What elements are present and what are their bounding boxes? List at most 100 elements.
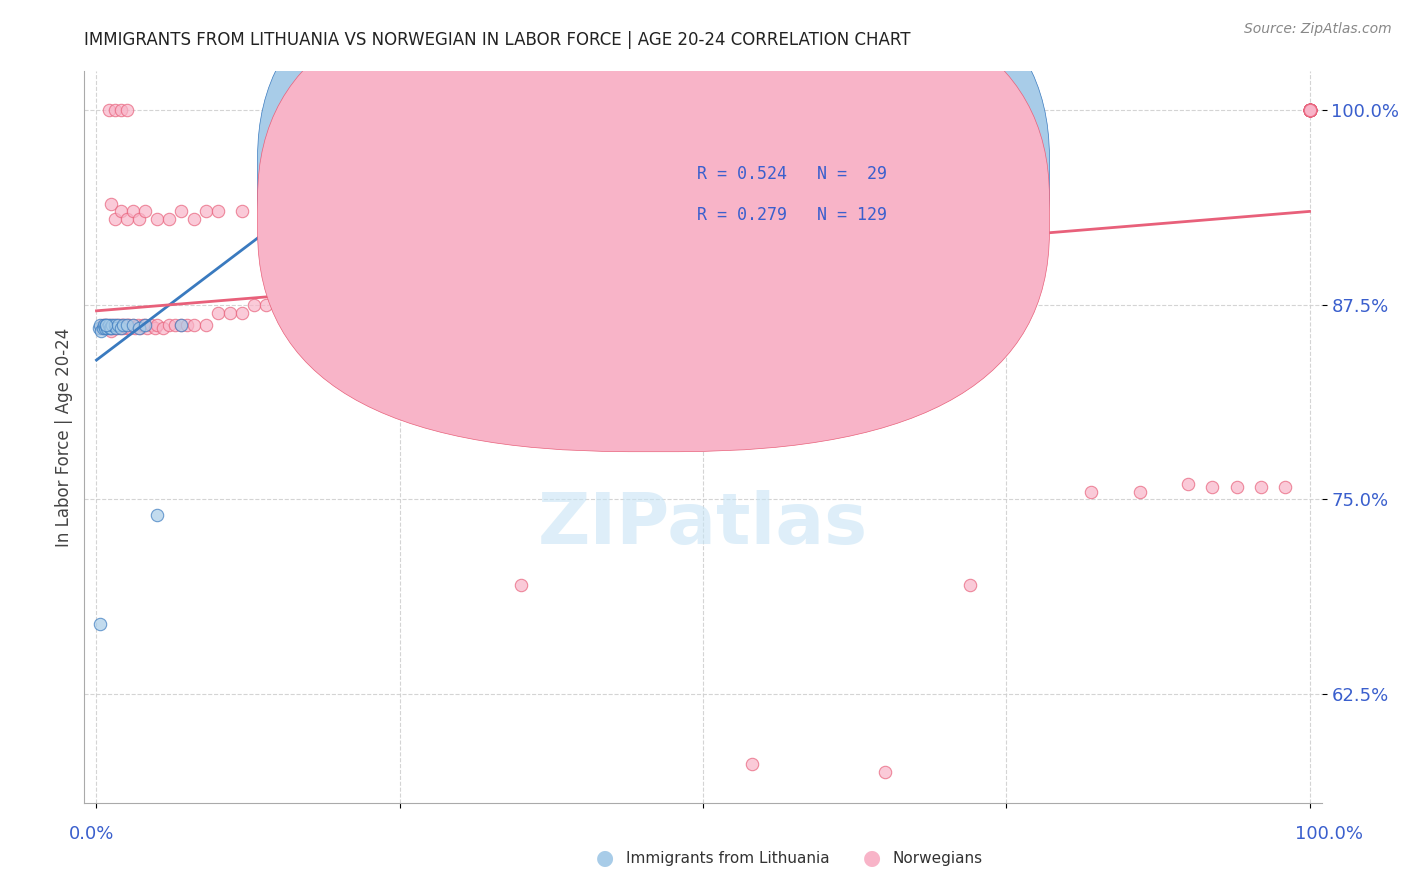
Point (1298, 103, 1320, 118)
Point (176, 318, 198, 332)
Text: Immigrants from Lithuania: Immigrants from Lithuania (626, 851, 830, 865)
Point (1298, 103, 1320, 118)
FancyBboxPatch shape (257, 0, 1049, 411)
Point (1298, 103, 1320, 118)
Point (93, 321, 115, 335)
Point (136, 321, 159, 335)
Point (1298, 103, 1320, 118)
Point (122, 318, 145, 332)
Point (127, 318, 149, 332)
Point (1177, 476, 1199, 491)
Point (401, 290, 423, 304)
Point (1298, 103, 1320, 118)
Point (304, 293, 326, 307)
Point (668, 290, 690, 304)
Point (1250, 480, 1272, 494)
Point (112, 318, 135, 332)
Point (1298, 103, 1320, 118)
Point (1298, 103, 1320, 118)
Point (97, 318, 120, 332)
Point (104, 103, 127, 118)
Point (96, 318, 118, 332)
Point (96, 318, 118, 332)
Point (935, 286, 957, 301)
Point (115, 212, 138, 227)
Point (752, 286, 775, 301)
Point (207, 305, 229, 319)
Text: ●: ● (863, 848, 880, 868)
Point (103, 318, 125, 332)
Point (510, 578, 533, 592)
Point (98, 321, 121, 335)
Point (183, 212, 205, 227)
Point (1298, 103, 1320, 118)
Point (104, 318, 127, 332)
Point (124, 321, 146, 335)
Point (1201, 480, 1223, 494)
Point (170, 204, 193, 219)
Point (129, 321, 152, 335)
Point (134, 204, 156, 219)
Point (1298, 103, 1320, 118)
Point (1298, 103, 1320, 118)
Point (194, 204, 217, 219)
Point (97, 321, 120, 335)
Point (107, 318, 129, 332)
Point (183, 318, 205, 332)
Point (352, 290, 374, 304)
Point (110, 204, 132, 219)
Point (498, 290, 520, 304)
Point (1298, 103, 1320, 118)
Text: R = 0.279   N = 129: R = 0.279 N = 129 (697, 206, 887, 224)
Point (692, 286, 714, 301)
Point (89, 318, 111, 332)
Point (886, 286, 908, 301)
Point (377, 286, 399, 301)
Point (231, 204, 253, 219)
Point (110, 318, 132, 332)
Text: ●: ● (596, 848, 613, 868)
Point (1298, 103, 1320, 118)
Point (134, 318, 156, 332)
Point (96, 318, 118, 332)
Point (352, 103, 374, 118)
Point (104, 321, 127, 335)
Point (111, 318, 134, 332)
Point (122, 318, 145, 332)
Point (1298, 103, 1320, 118)
Point (254, 204, 277, 219)
Point (115, 321, 138, 335)
Point (105, 321, 128, 335)
Point (170, 318, 193, 332)
Point (146, 212, 169, 227)
Point (1298, 103, 1320, 118)
Point (595, 290, 617, 304)
Point (128, 212, 150, 227)
Point (207, 204, 229, 219)
Point (107, 318, 129, 332)
Point (1298, 103, 1320, 118)
Point (115, 103, 138, 118)
Point (97, 103, 120, 118)
Point (219, 305, 242, 319)
Point (1298, 103, 1320, 118)
Point (1298, 103, 1320, 118)
Point (425, 286, 447, 301)
Point (146, 508, 169, 522)
Point (94, 318, 117, 332)
Point (1298, 103, 1320, 118)
Point (117, 318, 139, 332)
Point (1298, 103, 1320, 118)
Text: IMMIGRANTS FROM LITHUANIA VS NORWEGIAN IN LABOR FORCE | AGE 20-24 CORRELATION CH: IMMIGRANTS FROM LITHUANIA VS NORWEGIAN I… (84, 31, 911, 49)
Point (118, 318, 141, 332)
Point (100, 196, 122, 211)
Point (449, 103, 471, 118)
Text: ZIPatlas: ZIPatlas (538, 491, 868, 559)
Point (112, 318, 135, 332)
Point (959, 578, 981, 592)
Point (1298, 103, 1320, 118)
Point (104, 321, 127, 335)
Point (128, 321, 150, 335)
Point (243, 298, 266, 312)
Point (143, 321, 166, 335)
